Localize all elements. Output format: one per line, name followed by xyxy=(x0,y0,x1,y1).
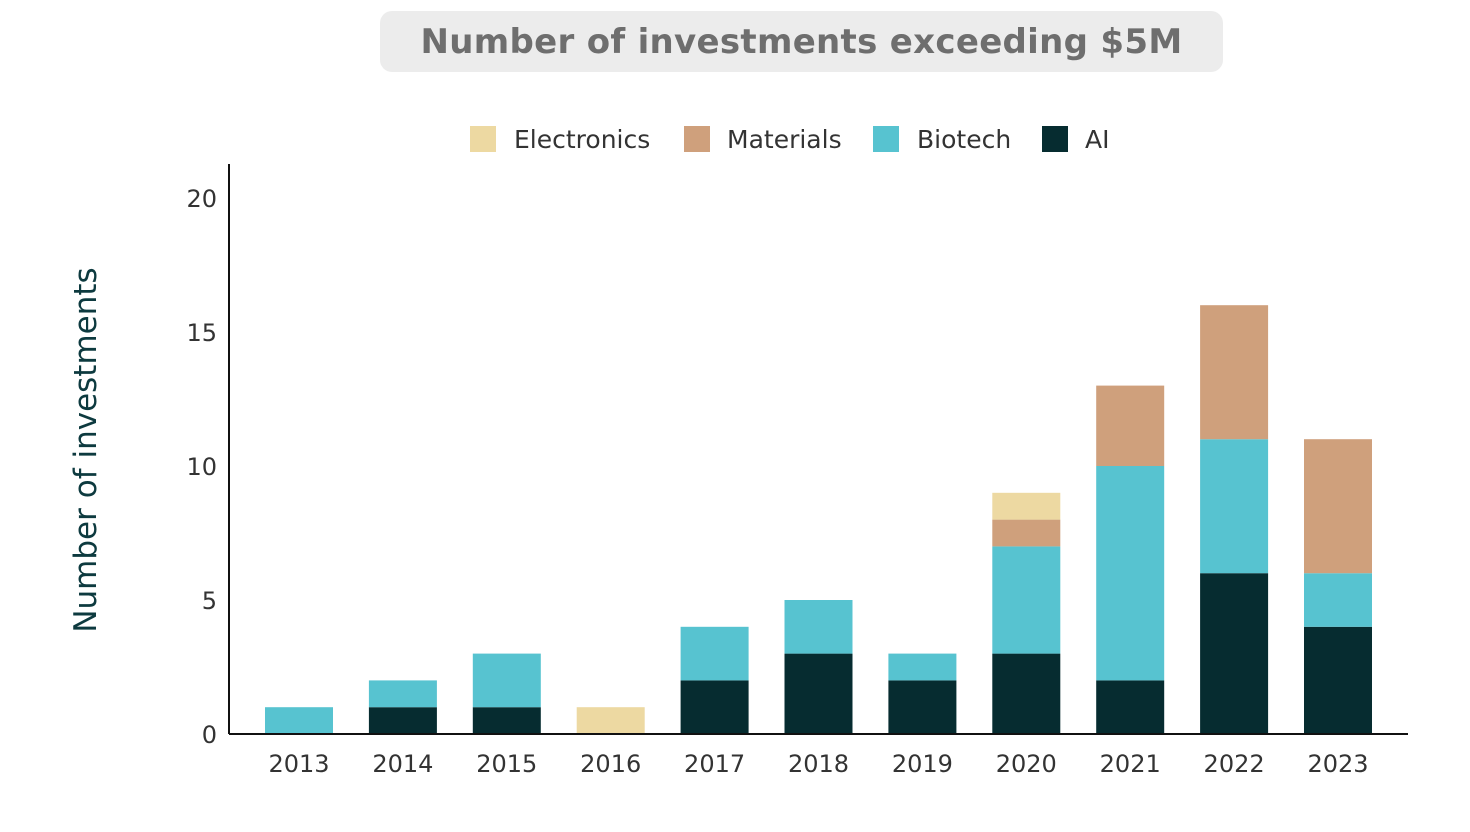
bar-ai-2023 xyxy=(1304,626,1372,734)
y-axis-label: Number of investments xyxy=(68,267,104,632)
y-tick-label: 10 xyxy=(186,453,217,481)
bar-electronics-2016 xyxy=(576,707,645,734)
bar-ai-2020 xyxy=(992,653,1061,734)
bar-ai-2014 xyxy=(368,707,437,734)
bar-biotech-2014 xyxy=(368,680,437,708)
legend-label-biotech: Biotech xyxy=(917,125,1011,154)
chart-title-box: Number of investments exceeding $5M xyxy=(380,11,1223,72)
x-tick-label: 2014 xyxy=(372,750,433,778)
x-tick-label: 2018 xyxy=(788,750,849,778)
legend: Electronics Materials Biotech AI xyxy=(470,125,1109,154)
bar-materials-2022 xyxy=(1200,305,1269,440)
bar-biotech-2023 xyxy=(1304,573,1372,627)
legend-label-ai: AI xyxy=(1085,125,1109,154)
y-tick-label: 15 xyxy=(186,319,217,347)
x-tick-label: 2017 xyxy=(684,750,745,778)
bar-ai-2022 xyxy=(1200,573,1269,734)
bar-biotech-2017 xyxy=(680,626,749,681)
x-tick-label: 2021 xyxy=(1100,750,1161,778)
bar-materials-2020 xyxy=(992,519,1061,547)
bar-biotech-2018 xyxy=(784,600,853,654)
x-tick-label: 2022 xyxy=(1204,750,1265,778)
y-axis-ticks: 0 5 10 15 20 xyxy=(186,185,217,749)
bar-ai-2015 xyxy=(472,707,541,734)
bar-ai-2017 xyxy=(680,680,749,734)
bar-biotech-2020 xyxy=(992,546,1061,654)
legend-swatch-biotech xyxy=(873,126,899,152)
legend-swatch-electronics xyxy=(470,126,496,152)
x-tick-label: 2020 xyxy=(996,750,1057,778)
x-tick-label: 2013 xyxy=(268,750,329,778)
bars xyxy=(265,305,1372,734)
bar-biotech-2019 xyxy=(888,653,957,681)
x-tick-label: 2019 xyxy=(892,750,953,778)
bar-materials-2023 xyxy=(1304,439,1372,574)
bar-biotech-2015 xyxy=(472,653,541,708)
bar-ai-2021 xyxy=(1096,680,1165,734)
legend-swatch-ai xyxy=(1042,126,1068,152)
x-tick-label: 2023 xyxy=(1307,750,1368,778)
bar-biotech-2013 xyxy=(265,707,333,734)
bar-materials-2021 xyxy=(1096,385,1165,466)
chart-title: Number of investments exceeding $5M xyxy=(420,21,1183,62)
x-axis-ticks: 2013 2014 2015 2016 2017 2018 2019 2020 2021 2022… xyxy=(268,750,1368,778)
legend-label-materials: Materials xyxy=(727,125,842,154)
x-tick-label: 2015 xyxy=(476,750,537,778)
legend-swatch-materials xyxy=(684,126,710,152)
legend-label-electronics: Electronics xyxy=(514,125,650,154)
bar-biotech-2021 xyxy=(1096,466,1165,681)
bar-ai-2018 xyxy=(784,653,853,734)
x-tick-label: 2016 xyxy=(580,750,641,778)
bar-electronics-2020 xyxy=(992,492,1061,520)
bar-ai-2019 xyxy=(888,680,957,734)
y-tick-label: 5 xyxy=(202,587,217,615)
bar-biotech-2022 xyxy=(1200,439,1269,574)
y-tick-label: 20 xyxy=(186,185,217,213)
y-tick-label: 0 xyxy=(202,721,217,749)
